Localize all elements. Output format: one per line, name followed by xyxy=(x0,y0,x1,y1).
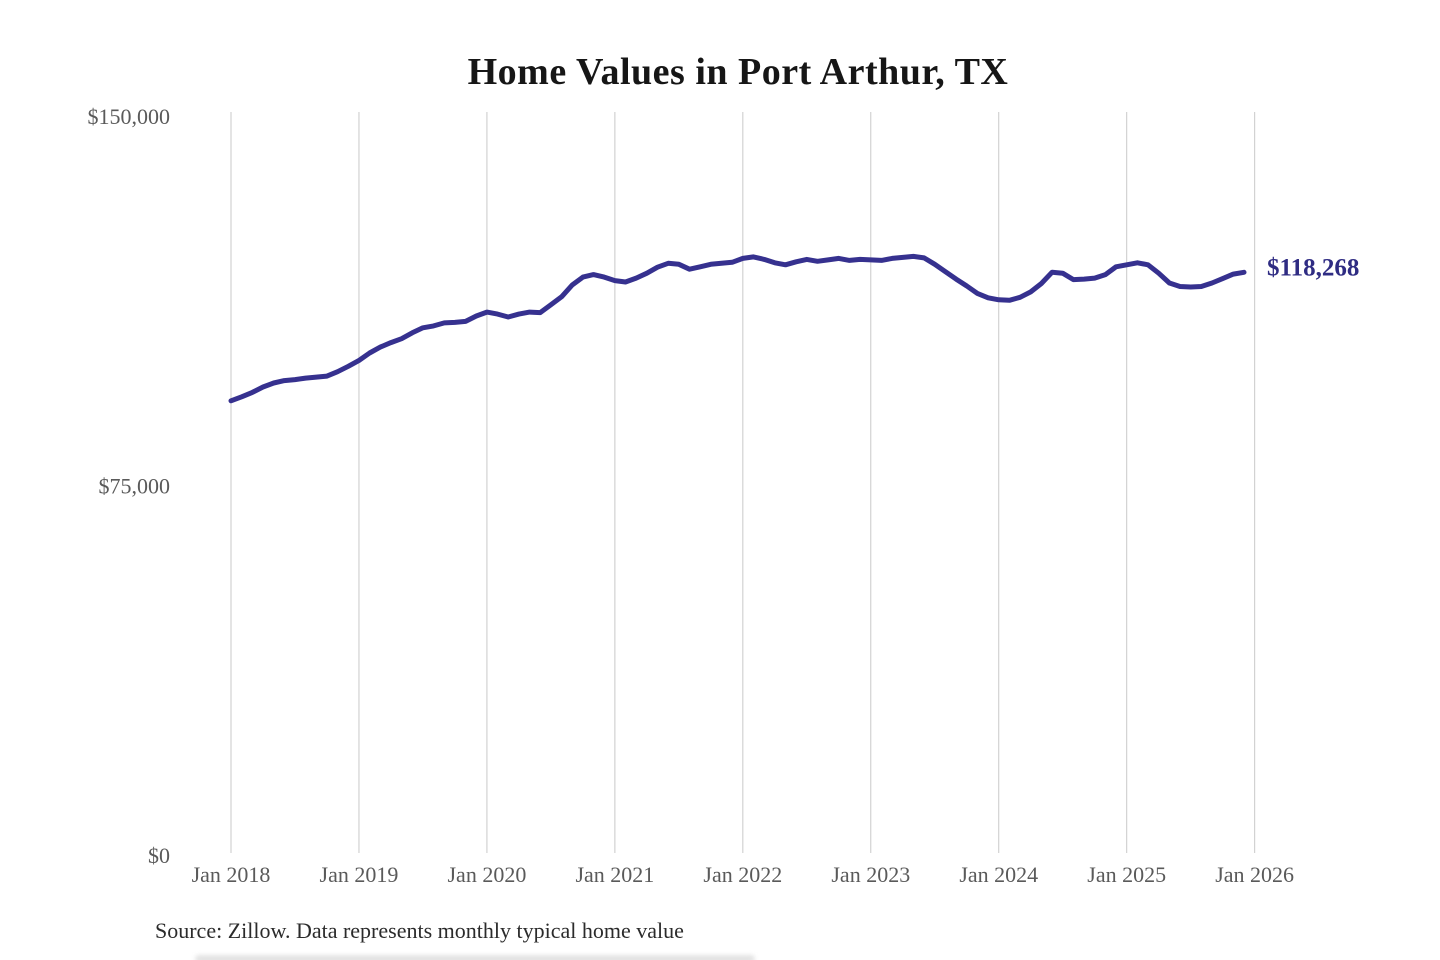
x-tick-jan-2019: Jan 2019 xyxy=(320,862,399,887)
y-axis-tick-labels: $0 $75,000 $150,000 xyxy=(88,104,171,868)
y-tick-75000: $75,000 xyxy=(99,474,171,499)
source-note: Source: Zillow. Data represents monthly … xyxy=(155,918,684,943)
cropped-content-edge xyxy=(195,955,755,960)
x-tick-jan-2023: Jan 2023 xyxy=(831,862,910,887)
vertical-gridlines xyxy=(230,112,1256,853)
chart-title: Home Values in Port Arthur, TX xyxy=(468,51,1009,93)
x-tick-jan-2024: Jan 2024 xyxy=(959,862,1038,887)
x-tick-jan-2026: Jan 2026 xyxy=(1215,862,1294,887)
end-value-label: $118,268 xyxy=(1267,254,1359,281)
home-value-line-series xyxy=(228,253,1247,404)
x-tick-jan-2020: Jan 2020 xyxy=(448,862,527,887)
y-tick-0: $0 xyxy=(148,843,170,868)
x-axis-tick-labels: Jan 2018 Jan 2019 Jan 2020 Jan 2021 Jan 2022… xyxy=(192,862,1294,887)
x-tick-jan-2018: Jan 2018 xyxy=(192,862,271,887)
x-tick-jan-2021: Jan 2021 xyxy=(575,862,654,887)
y-tick-150000: $150,000 xyxy=(88,104,171,129)
x-tick-jan-2022: Jan 2022 xyxy=(703,862,782,887)
x-tick-jan-2025: Jan 2025 xyxy=(1087,862,1166,887)
